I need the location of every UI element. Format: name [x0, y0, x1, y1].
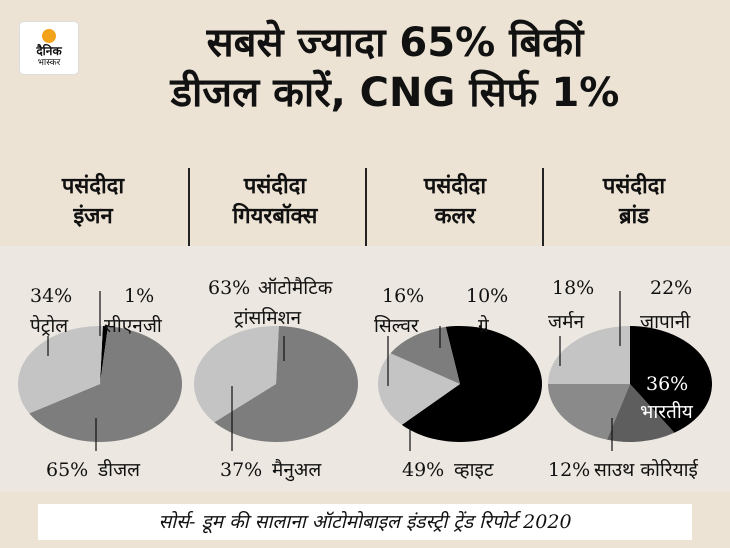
chart-title-gearbox: पसंदीदा गियरबॉक्स	[190, 172, 360, 232]
headline-line2: डीजल कारें, CNG सिर्फ 1%	[170, 70, 620, 116]
pie-slice	[548, 384, 630, 440]
data-label: सिल्वर	[374, 315, 419, 337]
pie-charts	[18, 291, 712, 451]
data-label: व्हाइट	[454, 459, 494, 481]
source-footer: सोर्स- डूम की सालाना ऑटोमोबाइल इंडस्ट्री…	[38, 504, 692, 540]
pie-slice	[214, 326, 358, 442]
chart-title-line2: कलर	[434, 204, 476, 229]
data-label-pct: 63%	[208, 277, 251, 299]
chart-title-line1: पसंदीदा	[243, 174, 307, 199]
data-label: भारतीय	[640, 401, 693, 423]
data-label-pct: 22%	[650, 277, 693, 299]
data-label: जर्मन	[548, 311, 585, 333]
pie-slice	[29, 326, 183, 442]
data-label-pct: 16%	[382, 285, 425, 307]
brand-logo: दैनिक भास्कर	[20, 22, 78, 74]
chart-title-line2: गियरबॉक्स	[232, 204, 318, 229]
chart-title-line1: पसंदीदा	[423, 174, 487, 199]
data-label: ग्रे	[478, 315, 489, 337]
data-label-pct: 34%	[30, 285, 73, 307]
logo-line1: दैनिक	[36, 43, 62, 58]
chart-title-engine: पसंदीदा इंजन	[8, 172, 178, 232]
sun-icon	[42, 28, 56, 43]
logo-line2: भास्कर	[37, 57, 61, 68]
data-label-pct: 49%	[402, 459, 445, 481]
data-label-pct: 12%	[548, 459, 591, 481]
data-label: मैनुअल	[272, 459, 322, 481]
data-label: डीजल	[98, 459, 141, 481]
data-label-pct: 18%	[552, 277, 595, 299]
data-label: साउथ कोरियाई	[594, 459, 698, 481]
data-label-pct: 65%	[46, 459, 89, 481]
column-divider	[188, 168, 190, 246]
headline-line1: सबसे ज्यादा 65% बिकीं	[206, 20, 584, 66]
data-label: जापानी	[640, 311, 691, 333]
data-label: सीएनजी	[104, 315, 162, 337]
data-label: पेट्रोल	[30, 315, 69, 337]
pie-slice	[401, 326, 542, 442]
pie-slice	[100, 326, 109, 384]
data-label-pct: 36%	[646, 373, 689, 395]
data-label-pct: 1%	[124, 285, 155, 307]
pie-slice	[606, 384, 675, 442]
pie-slice	[548, 326, 630, 384]
pie-slice	[630, 326, 712, 433]
chart-title-line2: इंजन	[73, 204, 113, 229]
chart-title-brand: पसंदीदा ब्रांड	[548, 172, 720, 232]
chart-title-line2: ब्रांड	[618, 204, 650, 229]
pie-slice	[194, 326, 279, 423]
pie-slice	[390, 326, 460, 384]
chart-title-color: पसंदीदा कलर	[370, 172, 540, 232]
column-divider	[542, 168, 544, 246]
headline: सबसे ज्यादा 65% बिकीं डीजल कारें, CNG सि…	[80, 18, 710, 118]
data-label: ट्रांसमिशन	[234, 307, 302, 329]
chart-title-line1: पसंदीदा	[602, 174, 666, 199]
pie-slice	[377, 353, 460, 425]
column-divider	[365, 168, 367, 246]
pie-slice	[18, 326, 103, 414]
data-label: ऑटोमैटिक	[258, 277, 333, 299]
data-label-pct: 10%	[466, 285, 509, 307]
data-label-pct: 37%	[220, 459, 263, 481]
chart-title-line1: पसंदीदा	[61, 174, 125, 199]
